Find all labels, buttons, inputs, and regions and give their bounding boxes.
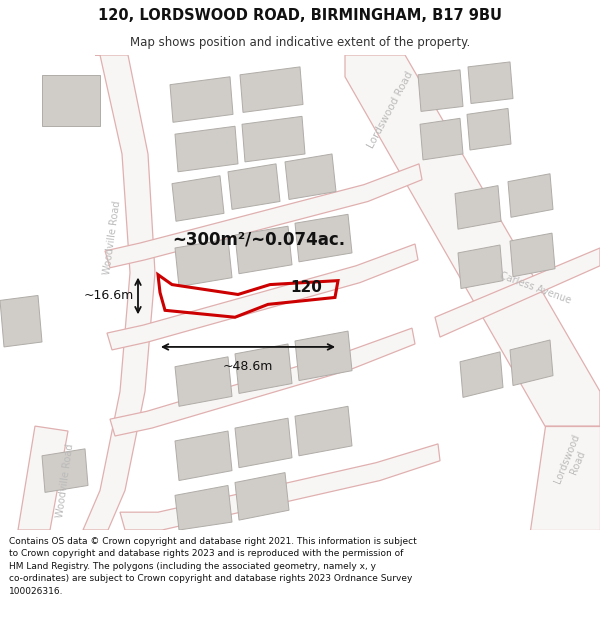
Polygon shape (83, 55, 155, 530)
Text: Contains OS data © Crown copyright and database right 2021. This information is : Contains OS data © Crown copyright and d… (9, 537, 417, 596)
Polygon shape (175, 357, 232, 406)
Polygon shape (295, 214, 352, 262)
Polygon shape (235, 226, 292, 274)
Polygon shape (420, 118, 463, 160)
Polygon shape (508, 174, 553, 218)
Text: 120: 120 (290, 281, 322, 296)
Text: Lordswood Road: Lordswood Road (365, 69, 415, 149)
Polygon shape (107, 244, 418, 350)
Polygon shape (458, 245, 503, 289)
Polygon shape (120, 444, 440, 530)
Polygon shape (228, 164, 280, 209)
Polygon shape (510, 233, 555, 277)
Polygon shape (460, 352, 503, 398)
Polygon shape (242, 116, 305, 162)
Polygon shape (170, 77, 233, 122)
Polygon shape (240, 67, 303, 112)
Polygon shape (175, 239, 232, 286)
Polygon shape (18, 426, 68, 530)
Polygon shape (175, 486, 232, 530)
Text: Woodville Road: Woodville Road (55, 443, 75, 518)
Polygon shape (42, 449, 88, 493)
Polygon shape (510, 340, 553, 386)
Polygon shape (418, 70, 463, 111)
Polygon shape (468, 62, 513, 104)
Polygon shape (435, 248, 600, 337)
Polygon shape (295, 331, 352, 381)
Polygon shape (235, 472, 289, 520)
Polygon shape (42, 75, 100, 126)
Text: 120, LORDSWOOD ROAD, BIRMINGHAM, B17 9BU: 120, LORDSWOOD ROAD, BIRMINGHAM, B17 9BU (98, 8, 502, 23)
Polygon shape (530, 426, 600, 530)
Text: Woodville Road: Woodville Road (102, 201, 122, 276)
Polygon shape (345, 55, 600, 426)
Polygon shape (175, 431, 232, 481)
Text: ~300m²/~0.074ac.: ~300m²/~0.074ac. (172, 231, 345, 249)
Polygon shape (172, 176, 224, 221)
Text: Carless Avenue: Carless Avenue (498, 270, 572, 305)
Polygon shape (110, 328, 415, 436)
Text: Map shows position and indicative extent of the property.: Map shows position and indicative extent… (130, 36, 470, 49)
Polygon shape (285, 154, 336, 199)
Polygon shape (0, 296, 42, 347)
Polygon shape (455, 186, 501, 229)
Polygon shape (175, 126, 238, 172)
Polygon shape (295, 406, 352, 456)
Text: Lordswood
Road: Lordswood Road (552, 432, 592, 489)
Polygon shape (235, 344, 292, 394)
Text: ~48.6m: ~48.6m (223, 360, 273, 372)
Polygon shape (105, 164, 422, 268)
Text: ~16.6m: ~16.6m (84, 289, 134, 302)
Polygon shape (467, 109, 511, 150)
Polygon shape (235, 418, 292, 468)
